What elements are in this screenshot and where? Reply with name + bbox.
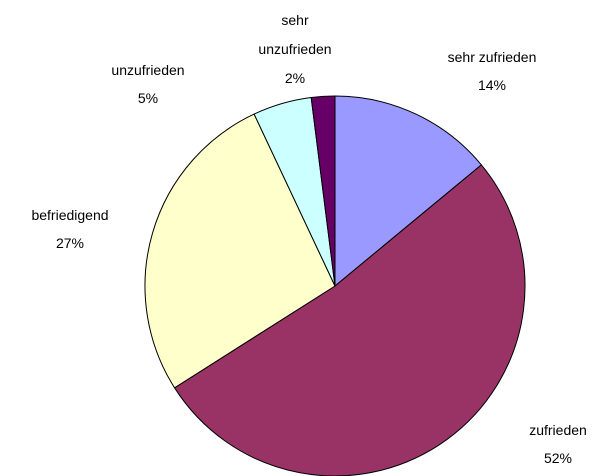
- value-label: 2%: [284, 70, 306, 86]
- slice-label: zufrieden 52%: [498, 416, 603, 472]
- pie-slice: [310, 95, 336, 287]
- category-label: unzufrieden: [111, 62, 185, 78]
- slice-label: befriedigend 27%: [0, 201, 140, 257]
- category-label: befriedigend: [31, 207, 109, 223]
- category-label: sehr zufrieden: [447, 49, 537, 65]
- slice-label: sehr zufrieden 14%: [412, 43, 572, 99]
- value-label: 14%: [477, 77, 507, 93]
- slice-label: sehr unzufrieden 2%: [245, 6, 345, 92]
- slice-label: unzufrieden 5%: [88, 56, 208, 112]
- pie-slice: [144, 113, 336, 389]
- pie-slice: [334, 95, 483, 288]
- category-label: sehr unzufrieden: [258, 12, 332, 57]
- pie-slice: [173, 164, 526, 476]
- category-label: zufrieden: [529, 422, 587, 438]
- value-label: 27%: [55, 235, 85, 251]
- value-label: 52%: [543, 450, 573, 466]
- value-label: 5%: [137, 90, 159, 106]
